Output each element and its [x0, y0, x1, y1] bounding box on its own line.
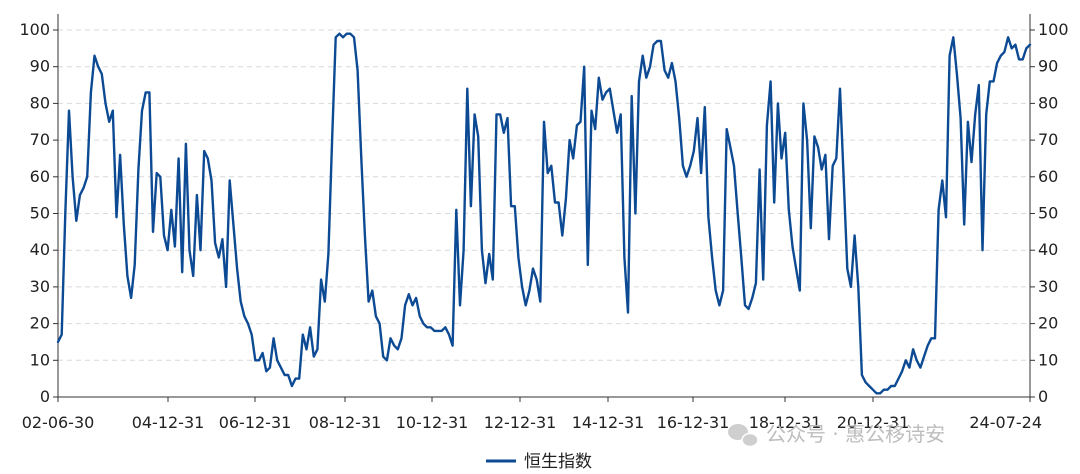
y-tick-label-right: 30 [1038, 277, 1058, 296]
x-tick-label: 04-12-31 [132, 413, 205, 432]
x-tick-label: 24-07-24 [969, 413, 1042, 432]
y-tick-label-right: 90 [1038, 57, 1058, 76]
y-tick-label-right: 100 [1038, 20, 1069, 39]
y-tick-label-right: 0 [1038, 387, 1048, 406]
y-tick-label-left: 70 [30, 130, 50, 149]
y-tick-label-left: 90 [30, 57, 50, 76]
y-tick-label-right: 70 [1038, 130, 1058, 149]
y-tick-label-left: 10 [30, 350, 50, 369]
y-tick-label-right: 40 [1038, 240, 1058, 259]
series-group [56, 32, 1032, 395]
y-tick-label-right: 60 [1038, 167, 1058, 186]
x-tick-label: 08-12-31 [309, 413, 382, 432]
y-tick-label-left: 50 [30, 204, 50, 223]
watermark: 公众号 · 惠公移诗安 [728, 422, 945, 448]
x-tick-label: 12-12-31 [484, 413, 557, 432]
x-tick-label: 10-12-31 [396, 413, 469, 432]
y-axis-right: 0 10 20 30 40 50 60 70 80 90 100 [1030, 20, 1069, 406]
legend-label: 恒生指数 [524, 452, 592, 472]
y-tick-label-right: 10 [1038, 350, 1058, 369]
y-tick-label-left: 0 [40, 387, 50, 406]
y-tick-label-left: 100 [19, 20, 50, 39]
watermark-text: 公众号 · 惠公移诗安 [766, 422, 945, 446]
y-tick-label-right: 50 [1038, 204, 1058, 223]
x-tick-label: 02-06-30 [22, 413, 95, 432]
gridlines [58, 29, 1030, 361]
y-axis-left: 0 10 20 30 40 50 60 70 80 90 100 [19, 20, 58, 406]
x-tick-label: 20-12-31 [837, 413, 910, 432]
y-tick-label-left: 40 [30, 240, 50, 259]
x-tick-label: 18-12-31 [749, 413, 822, 432]
series-line [56, 32, 1032, 395]
wechat-icon [728, 424, 759, 448]
y-tick-label-left: 60 [30, 167, 50, 186]
x-axis: 02-06-30 04-12-31 06-12-31 08-12-31 10-12-31… [22, 397, 1042, 432]
y-tick-label-left: 20 [30, 314, 50, 333]
y-tick-label-right: 80 [1038, 93, 1058, 112]
x-tick-label: 16-12-31 [657, 413, 730, 432]
y-tick-label-left: 30 [30, 277, 50, 296]
y-tick-label-left: 80 [30, 93, 50, 112]
x-tick-label: 14-12-31 [572, 413, 645, 432]
legend: 恒生指数 [486, 452, 592, 472]
axes [57, 14, 1031, 398]
x-tick-label: 06-12-31 [219, 413, 292, 432]
y-tick-label-right: 20 [1038, 314, 1058, 333]
